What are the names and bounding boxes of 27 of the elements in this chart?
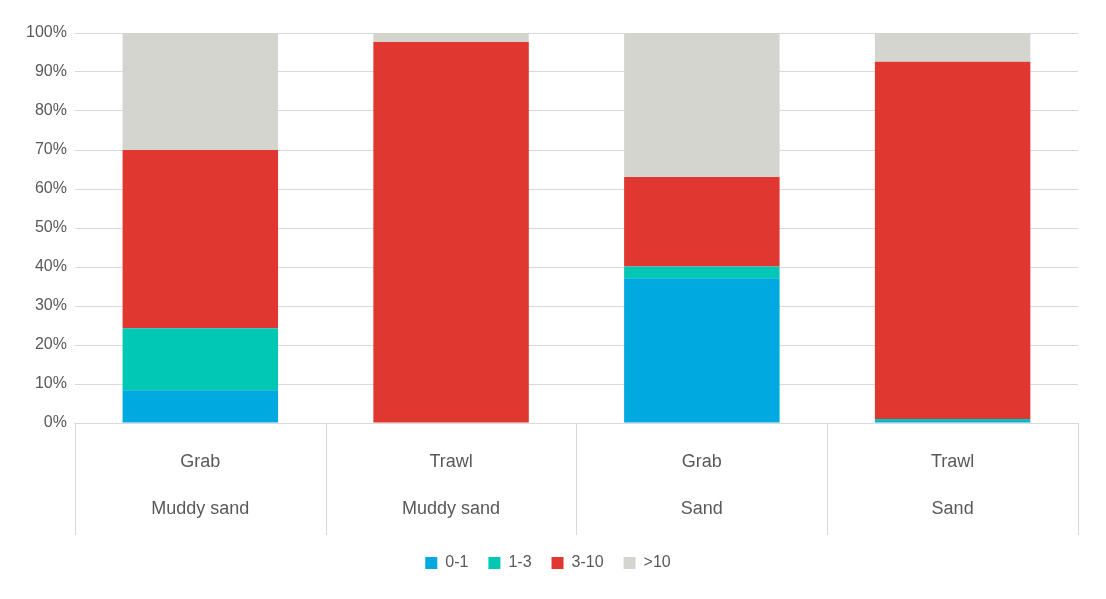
y-tick-label: 30% [34,296,67,314]
y-tick-label: 20% [34,335,67,353]
bar [373,41,529,423]
bar [624,278,780,423]
y-tick-label: 70% [34,140,67,158]
y-tick-label: 0% [43,413,67,431]
bar [122,390,279,423]
legend-label: 3-10 [571,553,604,571]
category-label: Trawl Sand [930,451,975,519]
y-tick-label: 100% [26,23,67,41]
y-tick-label: 50% [34,218,67,236]
category-label: Trawl Muddy sand [402,451,501,519]
bar [624,266,780,279]
legend-label: 0-1 [445,553,469,571]
legend-label: 1-3 [508,553,532,571]
y-tick-label: 10% [34,374,67,392]
y-tick-label: 40% [34,257,67,275]
category-label: Grab Muddy sand [151,451,250,519]
y-tick-label: 80% [34,101,67,119]
y-tick-label: 90% [34,62,67,80]
bar [122,150,279,329]
legend-label: >10 [643,553,671,571]
bar [624,176,780,267]
y-tick-label: 60% [34,179,67,197]
category-label: Grab Sand [680,451,723,519]
bar [874,61,1031,420]
bar [122,328,279,391]
